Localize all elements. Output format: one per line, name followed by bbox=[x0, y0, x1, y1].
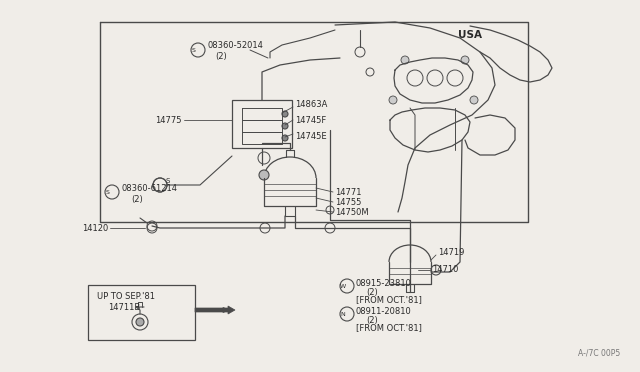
Text: S: S bbox=[106, 189, 110, 195]
Circle shape bbox=[259, 170, 269, 180]
Text: 14775: 14775 bbox=[156, 115, 182, 125]
Text: 14745F: 14745F bbox=[295, 115, 326, 125]
Circle shape bbox=[282, 111, 288, 117]
Text: 08360-52014: 08360-52014 bbox=[207, 41, 263, 49]
Text: A-/7C 00P5: A-/7C 00P5 bbox=[578, 349, 620, 358]
Text: W: W bbox=[340, 283, 346, 289]
Text: (2): (2) bbox=[366, 315, 378, 324]
Circle shape bbox=[282, 123, 288, 129]
Circle shape bbox=[389, 96, 397, 104]
Text: 14755: 14755 bbox=[335, 198, 362, 206]
Text: 08911-20810: 08911-20810 bbox=[356, 307, 412, 315]
Text: 14745E: 14745E bbox=[295, 131, 326, 141]
Text: N: N bbox=[340, 311, 346, 317]
Text: [FROM OCT.'81]: [FROM OCT.'81] bbox=[356, 295, 422, 305]
Text: [FROM OCT.'81]: [FROM OCT.'81] bbox=[356, 324, 422, 333]
Text: (2): (2) bbox=[215, 51, 227, 61]
Text: 14771: 14771 bbox=[335, 187, 362, 196]
Text: 14750M: 14750M bbox=[335, 208, 369, 217]
Text: 08915-23810: 08915-23810 bbox=[356, 279, 412, 288]
Text: S: S bbox=[192, 48, 196, 52]
Text: 14863A: 14863A bbox=[295, 99, 328, 109]
Bar bbox=[88, 285, 195, 340]
Text: S: S bbox=[166, 178, 170, 184]
Bar bbox=[232, 100, 292, 148]
Text: USA: USA bbox=[458, 30, 482, 40]
Text: 14711B: 14711B bbox=[108, 303, 140, 312]
Text: 14719: 14719 bbox=[438, 247, 465, 257]
Text: 14710: 14710 bbox=[432, 266, 458, 275]
Circle shape bbox=[136, 318, 144, 326]
Circle shape bbox=[282, 135, 288, 141]
Text: (2): (2) bbox=[366, 288, 378, 296]
Circle shape bbox=[470, 96, 478, 104]
Text: (2): (2) bbox=[131, 195, 143, 203]
Circle shape bbox=[401, 56, 409, 64]
Text: 14120: 14120 bbox=[82, 224, 108, 232]
Circle shape bbox=[461, 56, 469, 64]
Text: UP TO SEP.'81: UP TO SEP.'81 bbox=[97, 292, 155, 301]
Text: 08360-61214: 08360-61214 bbox=[121, 183, 177, 192]
Polygon shape bbox=[195, 306, 235, 314]
